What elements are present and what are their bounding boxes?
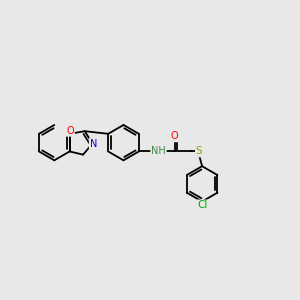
Text: S: S — [196, 146, 202, 157]
Text: Cl: Cl — [197, 200, 207, 210]
Text: NH: NH — [151, 146, 166, 157]
Text: O: O — [171, 131, 178, 142]
Text: O: O — [66, 126, 74, 136]
Text: N: N — [90, 139, 97, 148]
